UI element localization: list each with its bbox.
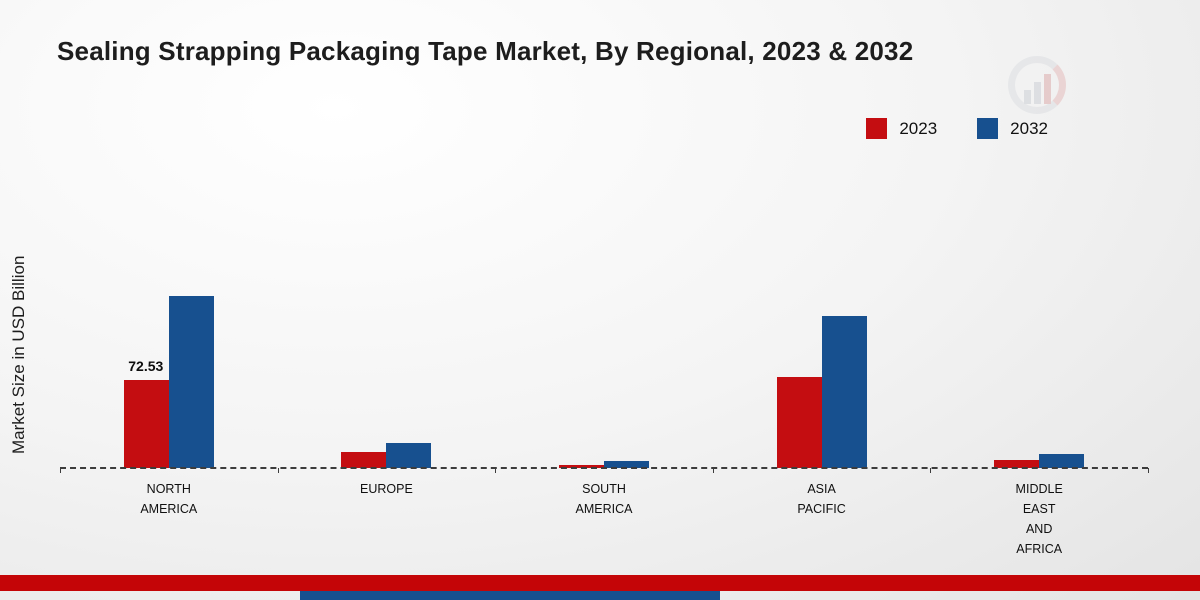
logo-bar-icon [1044,74,1051,104]
x-axis-category-label: SOUTH AMERICA [575,482,633,516]
bar-2032-europe [386,442,432,468]
axis-tick [60,468,61,473]
axis-tick [495,468,497,473]
bar-group-europe: EUROPE [341,442,432,496]
chart-title: Sealing Strapping Packaging Tape Market,… [57,36,914,66]
logo-bar-icon [1024,90,1031,104]
x-axis-category-label: EUROPE [359,482,413,496]
brand-logo-icon [1008,56,1082,118]
x-axis-baseline [60,467,1148,469]
x-axis-category-label: ASIA PACIFIC [797,482,846,516]
axis-tick [930,468,932,473]
bar-2023-asia-pacific [776,377,822,468]
axis-tick [277,468,279,473]
axis-tick [1148,468,1149,473]
bar-group-middle-east-and-africa: MIDDLE EAST AND AFRICA [994,454,1085,556]
logo-bar-icon [1034,82,1041,104]
footer-blue-band [300,591,720,600]
bar-2032-south-america [603,461,649,468]
footer-red-band [0,575,1200,591]
bar-group-south-america: SOUTH AMERICA [558,461,649,516]
logo-circle-icon [1008,56,1066,114]
legend-label: 2032 [1010,118,1048,138]
bar-group-asia-pacific: ASIA PACIFIC [776,315,867,516]
bar-2023-north-america [123,380,169,468]
bar-2023-europe [341,452,387,468]
x-axis-category-label: NORTH AMERICA [140,482,198,516]
bar-2032-asia-pacific [821,315,867,468]
axis-tick [712,468,714,473]
bar-2023-middle-east-and-africa [994,460,1040,468]
bar-groups: 72.53 NORTH AMERICA EUROPE SOUTH AMERICA ASI… [60,228,1148,556]
legend-swatch-icon [866,118,888,139]
bar-group-north-america: 72.53 NORTH AMERICA [123,296,214,516]
legend-swatch-icon [977,118,999,139]
y-axis-label: Market Size in USD Billion [9,255,28,455]
x-axis-category-label: MIDDLE EAST AND AFRICA [1015,482,1063,556]
bar-2023-south-america [558,464,604,468]
legend-item-2023: 2023 [866,118,937,139]
legend-label: 2023 [899,118,938,138]
bar-2032-north-america [168,296,214,468]
bar-2032-middle-east-and-africa [1039,454,1085,468]
legend-item-2032: 2032 [977,118,1048,139]
plot-area: 72.53 NORTH AMERICA EUROPE SOUTH AMERICA ASI… [60,228,1149,556]
legend: 2023 2032 [866,118,1048,139]
bar-value-label: 72.53 [128,358,164,375]
